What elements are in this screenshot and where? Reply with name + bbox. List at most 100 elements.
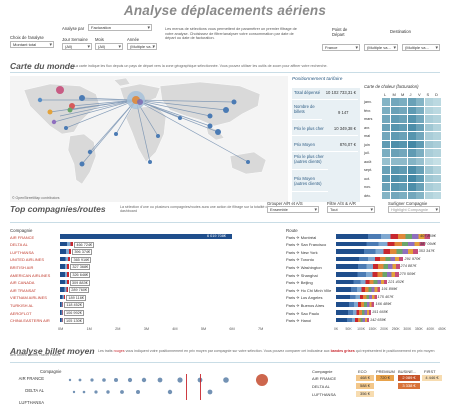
company-bar[interactable] xyxy=(60,317,63,323)
route-bar[interactable] xyxy=(336,249,418,254)
company-label[interactable]: CHINA EASTERN AIR xyxy=(10,318,50,324)
heatmap-cell[interactable] xyxy=(382,183,391,191)
heatmap-cell[interactable] xyxy=(416,98,425,106)
highlight-input[interactable]: Highlight Compagnie xyxy=(388,206,440,213)
heatmap-cell[interactable] xyxy=(416,149,425,157)
heatmap-cell[interactable] xyxy=(433,115,442,123)
heatmap-cell[interactable] xyxy=(424,149,433,157)
heatmap-cell[interactable] xyxy=(433,98,442,106)
heatmap-cell[interactable] xyxy=(407,106,416,115)
company-bar[interactable] xyxy=(60,272,70,277)
heatmap-cell[interactable] xyxy=(399,191,408,200)
route-label[interactable]: Paris ✈ Shanghai xyxy=(286,272,318,278)
company-bar[interactable] xyxy=(60,264,70,269)
route-bar[interactable] xyxy=(336,294,377,300)
depart-select[interactable]: France xyxy=(322,44,360,51)
heatmap-cell[interactable] xyxy=(433,140,442,149)
heatmap-cell[interactable] xyxy=(433,166,442,174)
route-label[interactable]: Paris ✈ Hanoi xyxy=(286,318,312,324)
company-label[interactable]: UNITED AIRLINES xyxy=(10,257,45,263)
heatmap-cell[interactable] xyxy=(399,183,408,191)
depart-select-2[interactable]: (Multiple va... xyxy=(364,44,398,51)
route-bar[interactable] xyxy=(336,256,404,262)
route-label[interactable]: Paris ✈ Ho Chi Minh Ville xyxy=(286,287,332,293)
heatmap-cell[interactable] xyxy=(390,191,399,200)
heatmap-cell[interactable] xyxy=(382,132,391,140)
heatmap-cell[interactable] xyxy=(416,157,425,166)
heatmap-cell[interactable] xyxy=(399,123,408,132)
heatmap-cell[interactable] xyxy=(416,166,425,174)
group-select[interactable]: Ensemble xyxy=(267,206,319,213)
heatmap-cell[interactable] xyxy=(382,123,391,132)
company-label[interactable]: LUFTHANSA xyxy=(10,249,34,255)
heatmap-cell[interactable] xyxy=(407,183,416,191)
heatmap-cell[interactable] xyxy=(424,140,433,149)
company-bar[interactable] xyxy=(60,234,232,239)
route-label[interactable]: Paris ✈ Buenos Aires xyxy=(286,302,325,308)
billet-dot-plot[interactable] xyxy=(50,370,300,405)
route-label[interactable]: Paris ✈ San Francisco xyxy=(286,242,327,248)
route-label[interactable]: Paris ✈ New York xyxy=(286,249,318,255)
company-bar[interactable] xyxy=(60,256,71,262)
company-bar[interactable] xyxy=(60,294,66,300)
company-bar[interactable] xyxy=(60,249,72,254)
heatmap-cell[interactable] xyxy=(407,191,416,200)
heatmap-cell[interactable] xyxy=(424,98,433,106)
heatmap-cell[interactable] xyxy=(399,98,408,106)
route-bar[interactable] xyxy=(336,234,431,239)
route-label[interactable]: Paris ✈ Los Angeles xyxy=(286,295,323,301)
route-bar[interactable] xyxy=(336,241,426,247)
route-bar-chart[interactable]: Paris ✈ Montréal 407 869€ Paris ✈ San Fran… xyxy=(286,234,446,334)
heatmap-cell[interactable] xyxy=(382,140,391,149)
heatmap-cell[interactable] xyxy=(407,140,416,149)
heatmap-cell[interactable] xyxy=(399,106,408,115)
heatmap-cell[interactable] xyxy=(416,123,425,132)
route-label[interactable]: Paris ✈ Washington xyxy=(286,264,322,270)
company-bar[interactable] xyxy=(60,310,64,315)
heatmap-cell[interactable] xyxy=(390,157,399,166)
heatmap-cell[interactable] xyxy=(390,140,399,149)
heatmap-cell[interactable] xyxy=(407,166,416,174)
heatmap-cell[interactable] xyxy=(416,115,425,123)
heatmap-cell[interactable] xyxy=(399,140,408,149)
heatmap-cell[interactable] xyxy=(382,157,391,166)
route-bar[interactable] xyxy=(336,272,399,277)
heatmap-cell[interactable] xyxy=(382,115,391,123)
heatmap-cell[interactable] xyxy=(416,106,425,115)
heatmap-cell[interactable] xyxy=(424,183,433,191)
heatmap-cell[interactable] xyxy=(416,140,425,149)
route-label[interactable]: Paris ✈ Sao Paulo xyxy=(286,310,320,316)
heatmap-cell[interactable] xyxy=(424,174,433,183)
heatmap-cell[interactable] xyxy=(390,166,399,174)
heatmap-cell[interactable] xyxy=(390,149,399,157)
heatmap-cell[interactable] xyxy=(399,174,408,183)
heatmap-cell[interactable] xyxy=(407,123,416,132)
filter-ar-select[interactable]: Tout xyxy=(327,206,375,213)
company-label[interactable]: DELTA AL xyxy=(10,242,28,248)
world-map[interactable]: © OpenStreetMap contributors xyxy=(10,76,288,202)
heatmap-cell[interactable] xyxy=(407,149,416,157)
heatmap-cell[interactable] xyxy=(416,174,425,183)
heatmap-cell[interactable] xyxy=(424,166,433,174)
heatmap-cell[interactable] xyxy=(407,98,416,106)
heatmap-cell[interactable] xyxy=(390,174,399,183)
route-bar[interactable] xyxy=(336,302,375,307)
heatmap-cell[interactable] xyxy=(399,166,408,174)
heatmap-cell[interactable] xyxy=(424,132,433,140)
route-bar[interactable] xyxy=(336,317,369,323)
heatmap-cell[interactable] xyxy=(399,149,408,157)
annee-select[interactable]: (Multiple va... xyxy=(127,43,157,50)
heatmap-cell[interactable] xyxy=(433,157,442,166)
year-filter-select[interactable]: Montant total xyxy=(10,41,54,48)
heatmap-cell[interactable] xyxy=(416,183,425,191)
heatmap-cell[interactable] xyxy=(433,174,442,183)
company-bar[interactable] xyxy=(60,302,64,307)
heatmap-cell[interactable] xyxy=(407,115,416,123)
heatmap-cell[interactable] xyxy=(390,123,399,132)
company-bar-chart[interactable]: AIR FRANCE 6 019 708€ DELTA AL 466 724€ LUFT… xyxy=(10,234,280,334)
heatmap-cell[interactable] xyxy=(424,106,433,115)
heatmap-cell[interactable] xyxy=(407,157,416,166)
route-label[interactable]: Paris ✈ Beijing xyxy=(286,280,313,286)
company-label[interactable]: VIETNAM AIRLINES xyxy=(10,295,47,301)
